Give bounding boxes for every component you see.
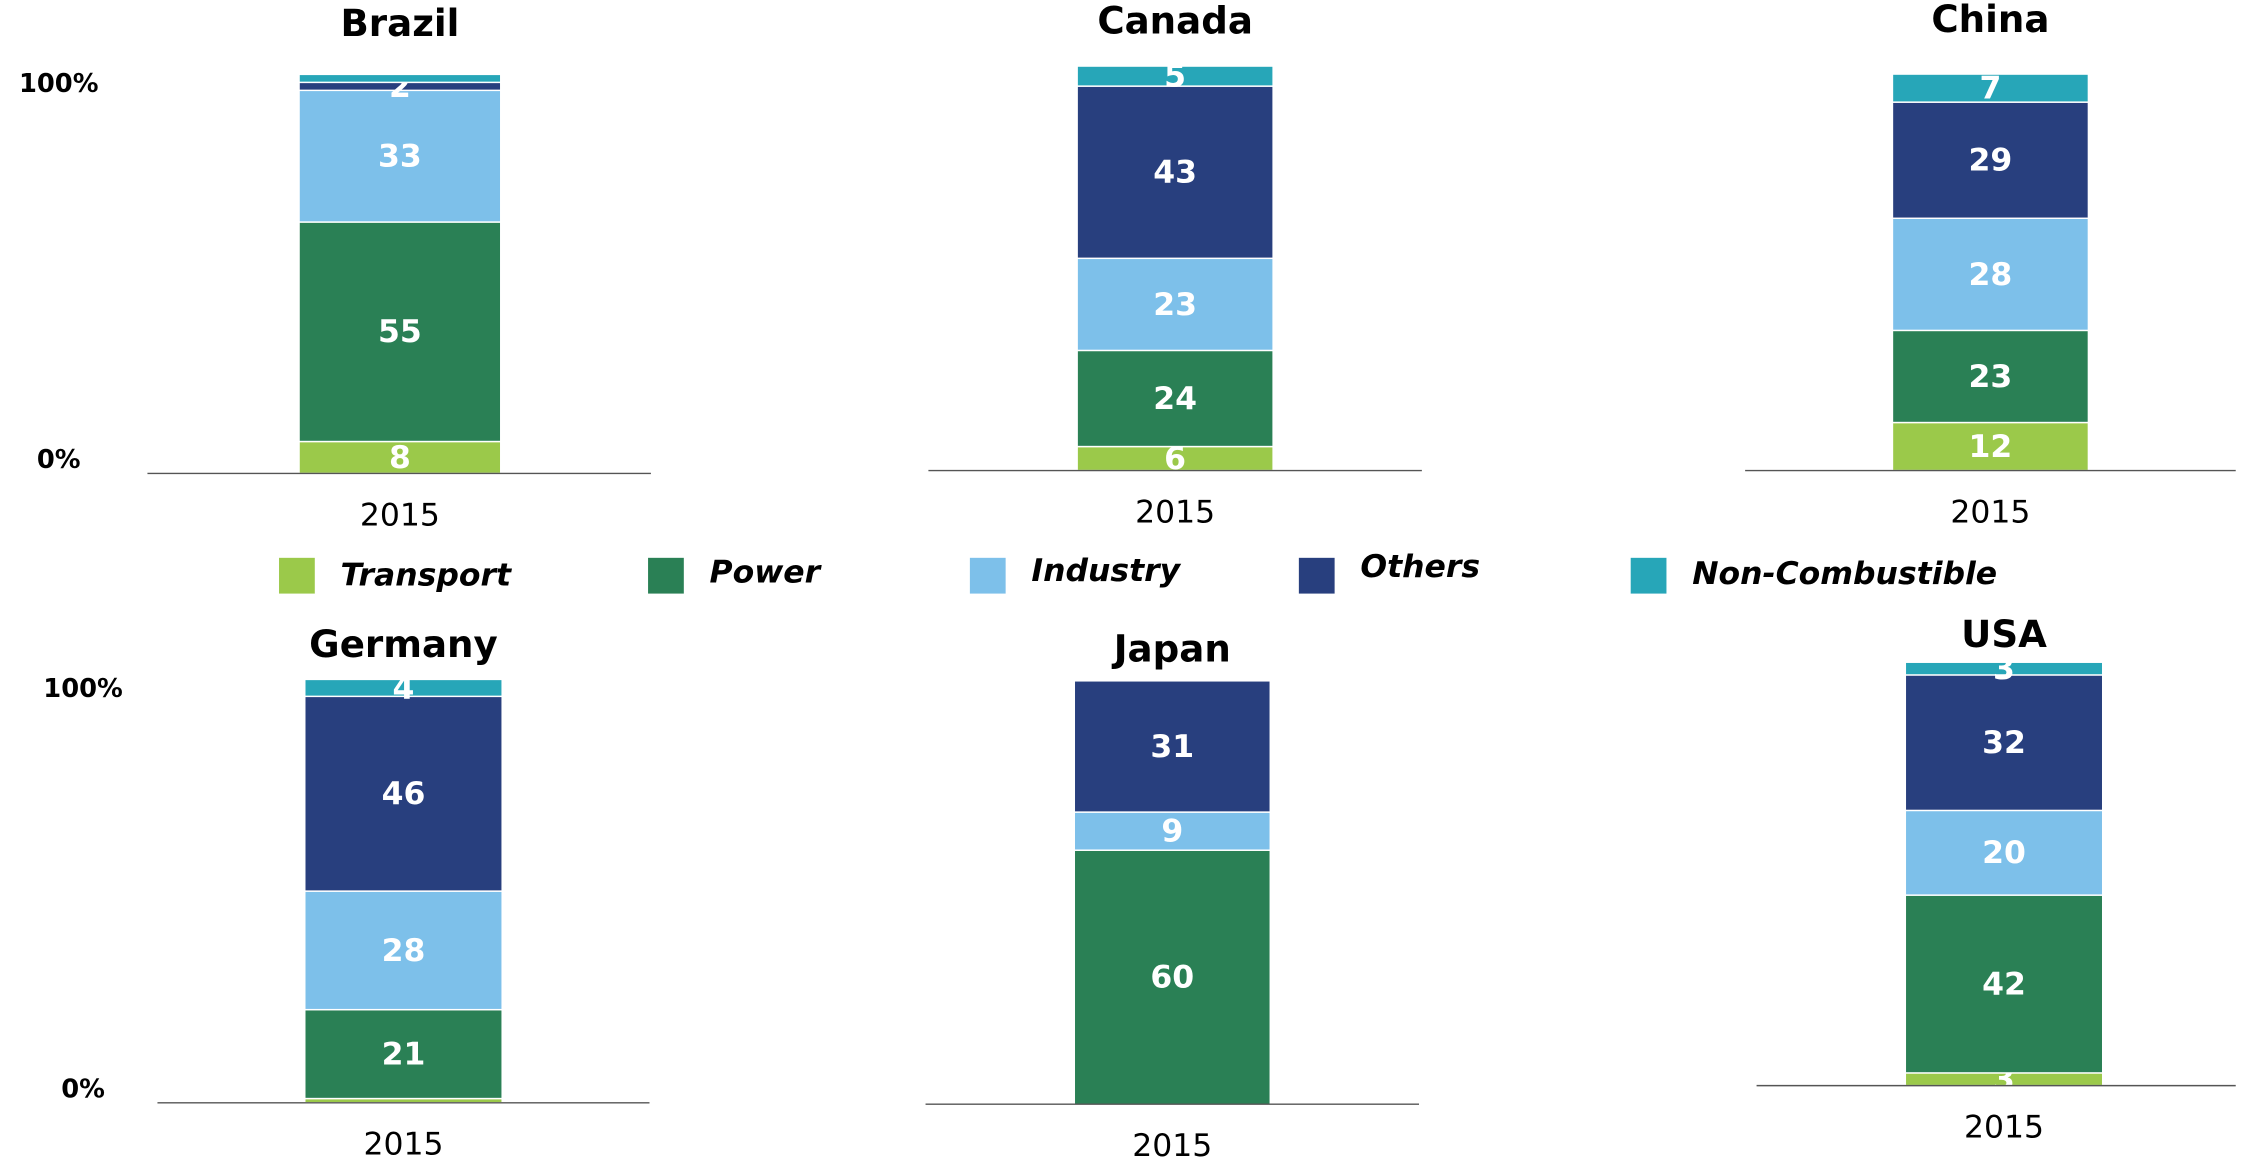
legend-label: Non-Combustible	[1692, 556, 1997, 592]
bar-segment	[304, 695, 503, 892]
legend-label: Power	[710, 555, 823, 591]
y-tick-label: 0%	[61, 1074, 105, 1104]
bar-segment	[298, 73, 502, 84]
bar-segment	[304, 678, 503, 698]
chart-title: Canada	[1097, 0, 1253, 42]
bar-segment	[1076, 257, 1274, 352]
bar-segment	[1891, 101, 2090, 219]
data-label: 29	[1969, 143, 2013, 179]
legend-label: Others	[1360, 549, 1480, 585]
bar-segment	[1891, 217, 2090, 332]
y-tick-label: 0%	[37, 445, 81, 475]
x-tick-label: 2015	[1950, 494, 2030, 530]
data-label: 42	[1982, 966, 2026, 1002]
data-label: 31	[1150, 729, 1194, 765]
legend-swatch	[1298, 557, 1335, 594]
bar-segment	[1076, 65, 1274, 87]
bar-segment	[298, 221, 502, 443]
data-label: 3	[1993, 651, 2015, 687]
bar-segment	[304, 890, 503, 1011]
data-label: 23	[1153, 287, 1197, 323]
data-label: 24	[1153, 381, 1197, 417]
data-label: 8	[389, 440, 411, 476]
data-label: 9	[1161, 814, 1183, 850]
chart-title: Japan	[1111, 626, 1231, 670]
legend-swatch	[648, 557, 684, 594]
data-label: 7	[1979, 71, 2001, 107]
bar-segment	[1904, 894, 2104, 1074]
data-label: 60	[1150, 960, 1194, 996]
x-tick-label: 2015	[1135, 494, 1215, 530]
data-label: 4	[393, 670, 415, 706]
data-label: 43	[1153, 155, 1197, 191]
chart-title: Germany	[309, 622, 498, 666]
chart-title: Brazil	[340, 1, 459, 45]
legend-swatch	[279, 557, 315, 594]
data-label: 23	[1969, 359, 2013, 395]
bar-segment	[1076, 349, 1274, 448]
y-tick-label: 100%	[19, 69, 99, 99]
data-label: 6	[1164, 441, 1186, 477]
legend-swatch	[969, 557, 1006, 594]
bar-segment	[1904, 809, 2104, 896]
legend-label: Industry	[1031, 553, 1181, 589]
data-label: 28	[382, 933, 426, 969]
bar-segment	[1073, 811, 1271, 851]
x-tick-label: 2015	[363, 1127, 443, 1160]
data-label: 5	[1164, 59, 1186, 95]
x-tick-label: 2015	[1964, 1110, 2044, 1146]
bar-segment	[1904, 674, 2104, 812]
legend-swatch	[1630, 557, 1667, 594]
data-label: 33	[378, 139, 422, 175]
data-label: 20	[1982, 835, 2026, 871]
x-tick-label: 2015	[1132, 1128, 1212, 1160]
data-label: 32	[1982, 725, 2026, 761]
bar-segment	[1891, 73, 2090, 103]
y-tick-label: 100%	[43, 674, 123, 704]
chart-title: USA	[1961, 612, 2047, 656]
chart-title: China	[1931, 0, 2049, 41]
data-label: 12	[1969, 429, 2013, 465]
bar-segment	[1073, 849, 1271, 1105]
bar-segment	[304, 1008, 503, 1100]
data-label: 21	[382, 1037, 426, 1073]
legend-label: Transport	[341, 557, 512, 593]
data-label: 28	[1969, 257, 2013, 293]
bar-segment	[1076, 85, 1274, 260]
data-label: 55	[378, 314, 422, 350]
data-label: 46	[382, 776, 426, 812]
bar-segment	[1073, 680, 1271, 813]
bar-segment	[1904, 661, 2104, 676]
bar-segment	[298, 440, 502, 475]
x-tick-label: 2015	[360, 497, 440, 533]
bar-segment	[1891, 329, 2090, 424]
